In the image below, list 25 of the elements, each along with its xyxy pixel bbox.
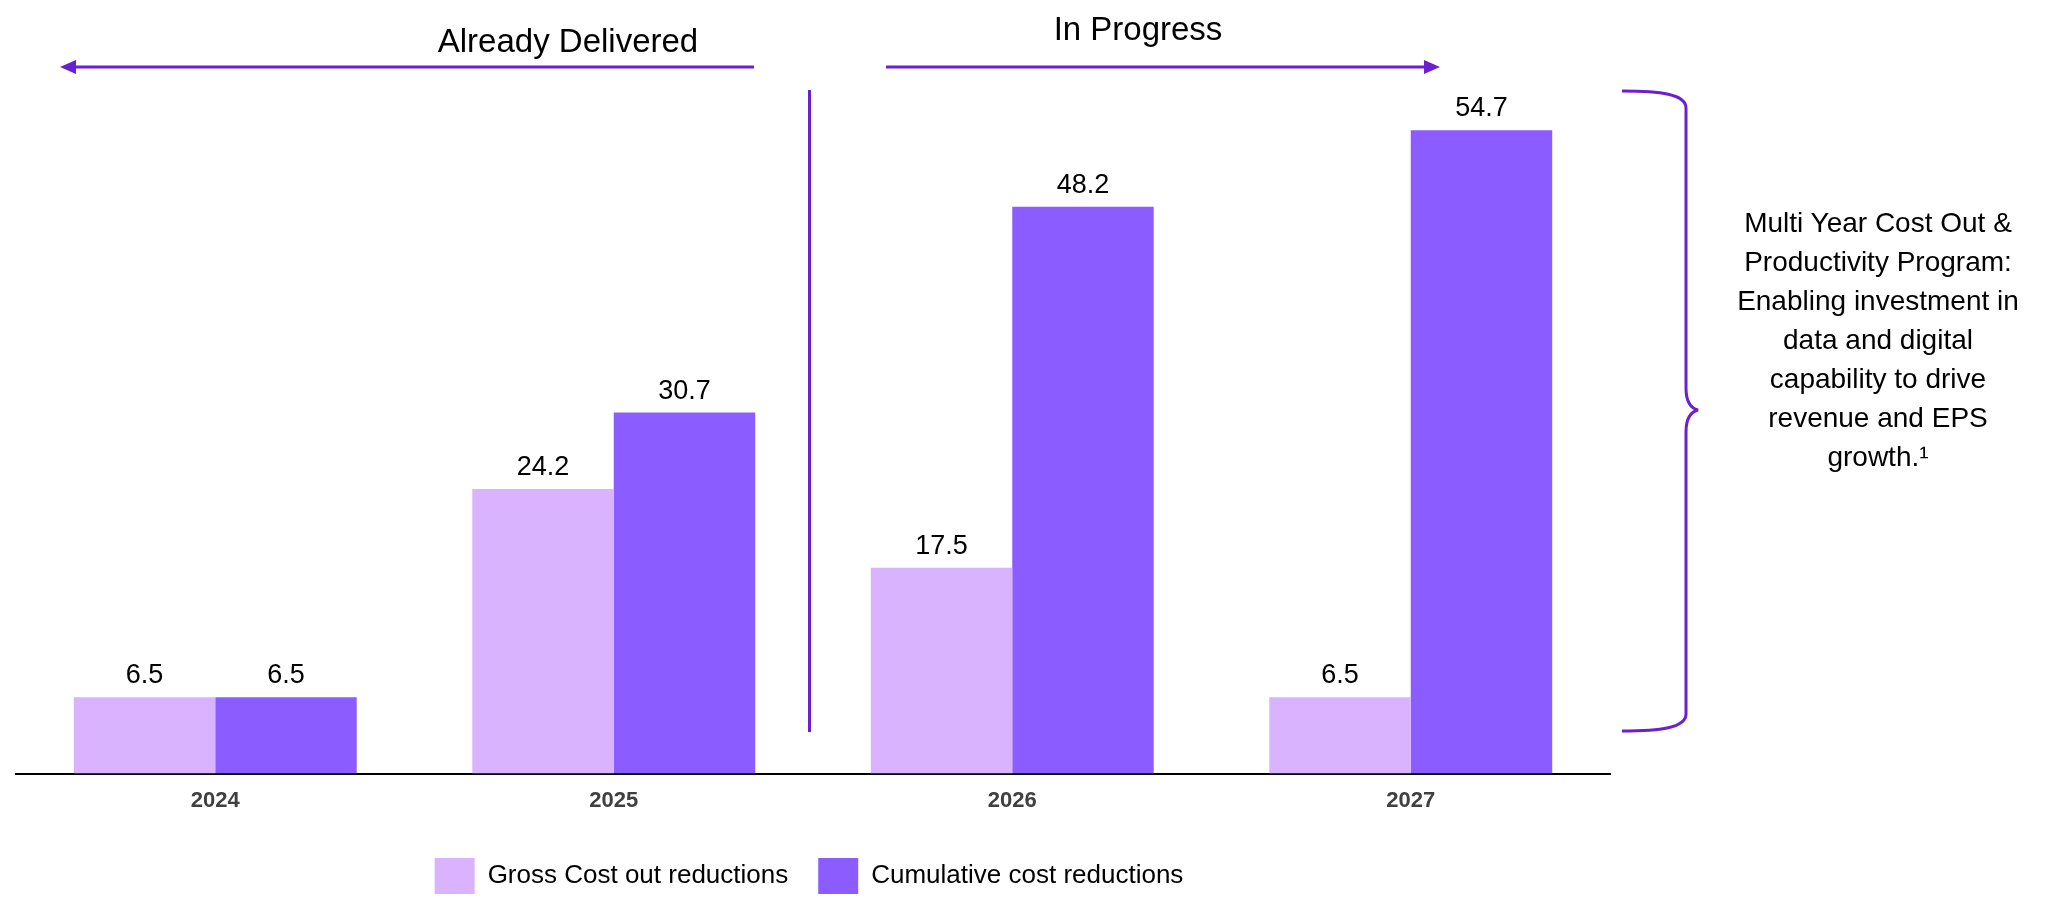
bar (1269, 697, 1411, 774)
x-tick-label: 2024 (190, 786, 241, 812)
data-label: 30.7 (658, 374, 711, 405)
data-label: 24.2 (516, 450, 570, 481)
bar (73, 697, 216, 774)
text: Multi Year Cost Out & Productivity Program: Enabling investment in data and digital capability to drive revenue and EPS growth.¹ (1736, 206, 2020, 474)
data-label: 6.5 (267, 659, 305, 690)
text: Already Delivered (436, 22, 700, 60)
data-label: 48.2 (1056, 168, 1110, 199)
bar (215, 697, 357, 774)
x-tick-label: 2027 (1386, 786, 1436, 812)
x-tick-label: 2026 (987, 786, 1037, 812)
text: In Progress (1052, 10, 1224, 48)
legend-label: Cumulative cost reductions (871, 859, 1184, 890)
x-tick-label: 2025 (589, 786, 639, 812)
bar (1012, 206, 1154, 774)
bar (472, 489, 614, 774)
bar (1410, 130, 1553, 774)
data-label: 54.7 (1455, 92, 1508, 123)
data-label: 6.5 (125, 659, 164, 690)
legend-label: Gross Cost out reductions (487, 859, 789, 890)
bar (613, 412, 756, 774)
data-label: 6.5 (1321, 659, 1359, 690)
data-label: 17.5 (915, 529, 968, 560)
bar (870, 567, 1013, 774)
